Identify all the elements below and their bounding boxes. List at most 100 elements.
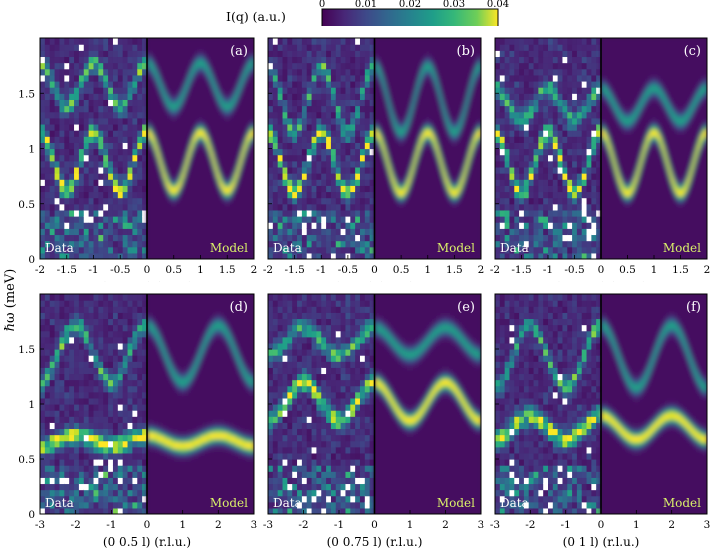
model-cell: [166, 110, 169, 115]
model-cell: [189, 170, 193, 175]
data-cell: [98, 136, 104, 143]
model-cell: [157, 104, 161, 109]
data-cell: [142, 68, 148, 76]
model-cell: [147, 180, 150, 184]
data-cell: [98, 44, 104, 51]
model-cell: [150, 142, 153, 146]
model-cell: [159, 142, 162, 146]
model-cell: [182, 186, 186, 191]
model-cell: [186, 180, 189, 184]
data-cell: [112, 252, 119, 260]
model-cell: [188, 126, 191, 131]
model-cell: [148, 85, 152, 90]
model-cell: [155, 135, 159, 140]
model-cell: [186, 199, 189, 203]
model-cell: [168, 221, 171, 225]
model-cell: [154, 243, 157, 247]
data-cell: [88, 130, 95, 137]
data-cell: [117, 240, 124, 248]
model-cell: [159, 208, 162, 213]
model-cell: [200, 145, 203, 150]
model-cell: [207, 199, 211, 203]
model-cell: [163, 205, 166, 210]
data-cell: [69, 87, 75, 94]
model-cell: [159, 164, 162, 169]
model-cell: [154, 101, 157, 105]
model-cell: [173, 120, 177, 124]
model-cell: [195, 38, 198, 42]
model-cell: [171, 123, 175, 127]
model-cell: [180, 60, 184, 64]
model-cell: [180, 116, 184, 121]
data-cell: [117, 56, 124, 64]
model-cell: [218, 132, 221, 137]
model-cell: [193, 186, 196, 191]
model-cell: [182, 249, 186, 254]
model-cell: [182, 233, 186, 238]
model-cell: [177, 205, 180, 210]
data-cell: [142, 197, 148, 205]
data-cell: [127, 93, 134, 100]
model-cell: [148, 173, 152, 178]
data-cell: [142, 203, 148, 211]
model-cell: [193, 38, 196, 42]
model-cell: [164, 192, 168, 197]
model-cell: [150, 135, 153, 140]
model-cell: [175, 85, 178, 90]
data-cell: [132, 240, 138, 248]
model-cell: [150, 214, 153, 219]
model-cell: [196, 243, 200, 247]
model-cell: [184, 107, 187, 112]
model-cell: [218, 79, 221, 83]
model-cell: [152, 120, 155, 124]
model-cell: [188, 63, 191, 68]
model-cell: [182, 101, 186, 105]
model-cell: [214, 173, 218, 178]
model-cell: [200, 246, 203, 251]
model-cell: [163, 246, 166, 251]
model-cell: [177, 123, 180, 127]
model-cell: [214, 170, 218, 175]
model-cell: [191, 243, 194, 247]
model-cell: [205, 157, 209, 162]
model-cell: [191, 217, 194, 222]
model-cell: [216, 173, 219, 178]
model-cell: [163, 44, 166, 49]
model-cell: [209, 50, 212, 55]
model-cell: [207, 195, 211, 200]
data-cell: [108, 111, 114, 119]
model-cell: [209, 148, 212, 153]
model-cell: [202, 192, 205, 197]
model-cell: [212, 50, 216, 55]
model-cell: [184, 236, 187, 241]
model-cell: [171, 202, 175, 206]
data-cell: [64, 105, 70, 113]
colorbar-label: I(q) (a.u.): [226, 9, 286, 24]
model-cell: [182, 120, 186, 124]
model-cell: [218, 195, 221, 200]
model-cell: [218, 224, 221, 229]
model-cell: [164, 53, 168, 58]
model-cell: [173, 217, 177, 222]
model-cell: [173, 116, 177, 121]
model-cell: [204, 91, 207, 96]
data-cell: [83, 185, 90, 193]
model-cell: [204, 129, 207, 134]
model-cell: [204, 116, 207, 121]
model-cell: [154, 176, 157, 181]
model-cell: [177, 110, 180, 115]
model-cell: [200, 230, 203, 235]
model-cell: [173, 56, 177, 61]
model-cell: [168, 205, 171, 210]
data-cell: [122, 185, 129, 193]
data-cell: [112, 87, 119, 94]
model-cell: [204, 66, 207, 71]
model-cell: [148, 192, 152, 197]
model-cell: [216, 243, 219, 247]
data-cell: [64, 154, 70, 162]
model-cell: [173, 240, 177, 244]
model-cell: [207, 50, 211, 55]
model-cell: [161, 167, 164, 172]
model-cell: [198, 230, 202, 235]
data-cell: [54, 105, 61, 113]
